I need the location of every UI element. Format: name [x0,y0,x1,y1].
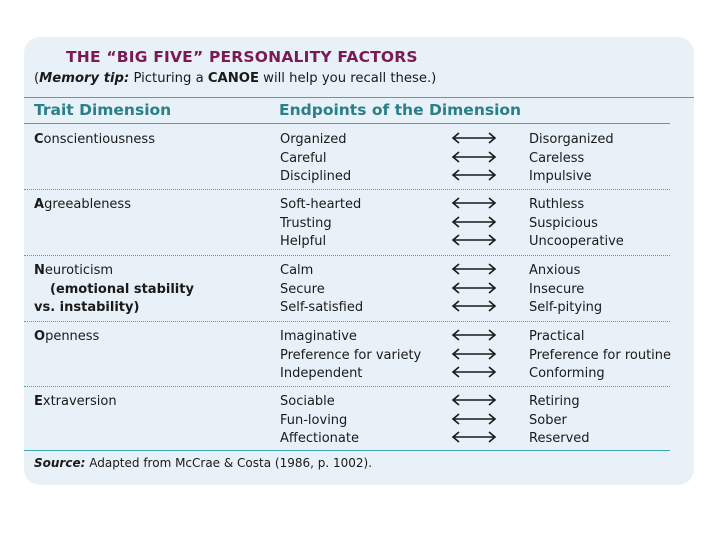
endpoint-right: Reserved [529,431,590,447]
endpoint-left: Careful [280,150,327,166]
endpoint-left: Self-satisfied [280,300,364,316]
arrow-column [451,262,497,318]
memory-tip-acronym: CANOE [207,71,259,86]
endpoint-left: Trusting [280,215,332,231]
endpoint-right: Anxious [529,263,581,278]
memory-tip-label: Memory tip: [39,71,130,86]
arrow-column [451,196,497,252]
trait-name: Openness [34,328,99,347]
endpoint-right: Sober [529,412,567,428]
endpoint-right: Uncooperative [529,234,624,250]
endpoint-right: Ruthless [529,197,585,212]
header-trait-dimension: Trait Dimension [34,101,172,119]
endpoint-right: Careless [529,150,585,166]
endpoint-left-list: Organized Careful Disciplined [280,131,351,187]
trait-initial: N [34,263,45,278]
arrow-column [451,328,497,384]
double-headed-arrow-icon [451,430,497,444]
endpoint-left: Affectionate [280,431,359,447]
endpoint-left-list: Sociable Fun-loving Affectionate [280,393,359,449]
endpoint-right-list: Practical Preference for routine Conformin… [529,328,671,384]
endpoint-left: Preference for variety [280,347,422,363]
trait-initial: O [34,329,46,344]
header-bottom-rule [24,123,670,124]
trait-subtitle: vs. instability) [34,300,140,316]
endpoint-right: Self-pitying [529,300,603,316]
double-headed-arrow-icon [451,150,497,164]
double-headed-arrow-icon [451,328,497,342]
double-headed-arrow-icon [451,347,497,361]
endpoint-left: Helpful [280,234,327,250]
source-label: Source: [34,456,86,470]
trait-subtitle: (emotional stability [50,281,194,297]
row-divider [24,386,670,387]
endpoint-left: Disciplined [280,169,352,185]
trait-rest: xtraversion [42,394,117,409]
endpoint-left-list: Imaginative Preference for variety Indepen… [280,328,421,384]
row-divider [24,189,670,190]
big-five-table-card: THE “BIG FIVE” PERSONALITY FACTORS (Memo… [24,37,694,485]
double-headed-arrow-icon [451,262,497,276]
endpoint-left: Independent [280,366,363,382]
endpoint-right-list: Anxious Insecure Self-pitying [529,262,602,318]
header-top-rule [24,97,694,98]
page-title: THE “BIG FIVE” PERSONALITY FACTORS [66,48,418,66]
trait-name: Extraversion [34,393,117,412]
endpoint-right: Insecure [529,281,585,297]
double-headed-arrow-icon [451,168,497,182]
memory-tip-text-after: will help you recall these.) [258,71,437,86]
trait-initial: A [34,197,45,212]
memory-tip-text-before: Picturing a [129,71,208,86]
double-headed-arrow-icon [451,196,497,210]
double-headed-arrow-icon [451,215,497,229]
memory-tip-open-paren: ( [34,71,40,86]
footer-rule [24,450,670,451]
trait-name: Conscientiousness [34,131,155,150]
header-endpoints: Endpoints of the Dimension [279,101,522,119]
endpoint-right: Practical [529,329,585,344]
endpoint-left-list: Calm Secure Self-satisfied [280,262,363,318]
double-headed-arrow-icon [451,365,497,379]
endpoint-right: Preference for routine [529,347,672,363]
endpoint-right-list: Disorganized Careless Impulsive [529,131,614,187]
trait-name: Neuroticism (emotional stability vs. insta… [34,262,194,318]
trait-name: Agreeableness [34,196,131,215]
double-headed-arrow-icon [451,412,497,426]
source-text: Adapted from McCrae & Costa (1986, p. 10… [85,456,373,470]
endpoint-right: Suspicious [529,215,598,231]
endpoint-right: Retiring [529,394,580,409]
arrow-column [451,393,497,449]
endpoint-left: Fun-loving [280,412,348,428]
double-headed-arrow-icon [451,131,497,145]
trait-rest: onscientiousness [43,132,155,147]
trait-rest: penness [45,329,100,344]
double-headed-arrow-icon [451,299,497,313]
double-headed-arrow-icon [451,393,497,407]
double-headed-arrow-icon [451,233,497,247]
endpoint-right: Disorganized [529,132,614,147]
source-note: Source: Adapted from McCrae & Costa (198… [34,456,372,470]
endpoint-right: Conforming [529,366,605,382]
endpoint-right-list: Ruthless Suspicious Uncooperative [529,196,624,252]
row-divider [24,321,670,322]
memory-tip: (Memory tip: Picturing a CANOE will help… [34,71,436,86]
endpoint-left: Calm [280,263,314,278]
endpoint-left: Organized [280,132,347,147]
endpoint-left: Secure [280,281,325,297]
endpoint-right: Impulsive [529,169,592,185]
endpoint-left-list: Soft-hearted Trusting Helpful [280,196,361,252]
endpoint-left: Soft-hearted [280,197,362,212]
trait-initial: E [34,394,43,409]
trait-initial: C [34,132,44,147]
double-headed-arrow-icon [451,281,497,295]
trait-rest: greeableness [44,197,131,212]
endpoint-left: Sociable [280,394,335,409]
trait-rest: euroticism [44,263,114,278]
endpoint-right-list: Retiring Sober Reserved [529,393,590,449]
endpoint-left: Imaginative [280,329,357,344]
row-divider [24,255,670,256]
arrow-column [451,131,497,187]
